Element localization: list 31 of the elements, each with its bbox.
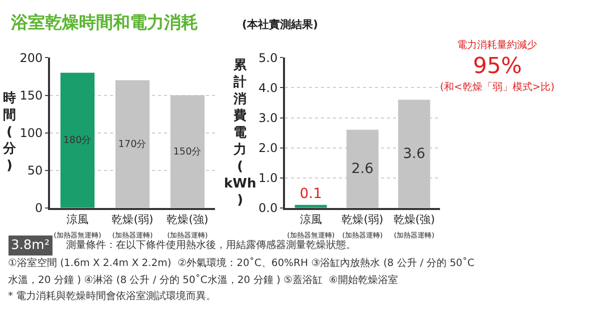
y-tick-label: 3.0 <box>258 110 278 125</box>
text: 95% <box>473 54 522 79</box>
y-axis-title: 時間(分) <box>2 91 17 174</box>
text: * 電力消耗與乾燥時間會依浴室測試環境而異。 <box>8 290 216 302</box>
y-tick-label: 0 <box>34 201 43 216</box>
text: ①浴室空間 (1.6m X 2.4m X 2.2m) ②外氣環境：20˚C、60%RH ③浴缸內放熱水 (8 公升 / 分的 50˚C <box>8 257 474 269</box>
chart-subtitle: (本社實測結果) <box>242 18 318 31</box>
data-label: 180分 <box>63 134 92 146</box>
text: 3.8m² <box>11 238 50 253</box>
text: 電力消耗量約減少 <box>457 39 537 51</box>
y-tick-label: 0.0 <box>258 201 278 216</box>
data-label: 170分 <box>118 138 147 150</box>
text: 累計消費電力(kWh) <box>224 58 256 208</box>
y-tick-label: 150 <box>20 88 43 102</box>
y-tick-label: 200 <box>20 50 43 65</box>
annotation: (和<乾燥「弱」模式>比) <box>440 81 555 93</box>
chart-title: 浴室乾燥時間和電力消耗 <box>10 13 198 33</box>
data-label: 2.6 <box>351 160 374 177</box>
bar <box>60 72 95 208</box>
y-tick-label: 50 <box>27 164 43 178</box>
y-tick-label: 5.0 <box>258 50 278 65</box>
y-tick-label: 100 <box>20 126 43 140</box>
data-label: 150分 <box>173 145 202 158</box>
y-tick-label: 1.0 <box>258 171 278 186</box>
data-label: 3.6 <box>402 146 426 162</box>
y-tick-label: 4.0 <box>258 80 278 95</box>
text: 水溫，20 分鐘 ) ④淋浴 (8 公升 / 分的 50˚C水溫，20 分鐘 ) ⑤蓋浴缸 ⑥開始乾燥浴室 <box>8 274 398 286</box>
data-label: 0.1 <box>300 186 322 202</box>
text: 測量條件：在以下條件使用熱水後，用結露傳感器測量乾燥狀態。 <box>66 239 356 251</box>
y-tick-label: 2.0 <box>258 141 278 156</box>
bar <box>115 80 150 208</box>
